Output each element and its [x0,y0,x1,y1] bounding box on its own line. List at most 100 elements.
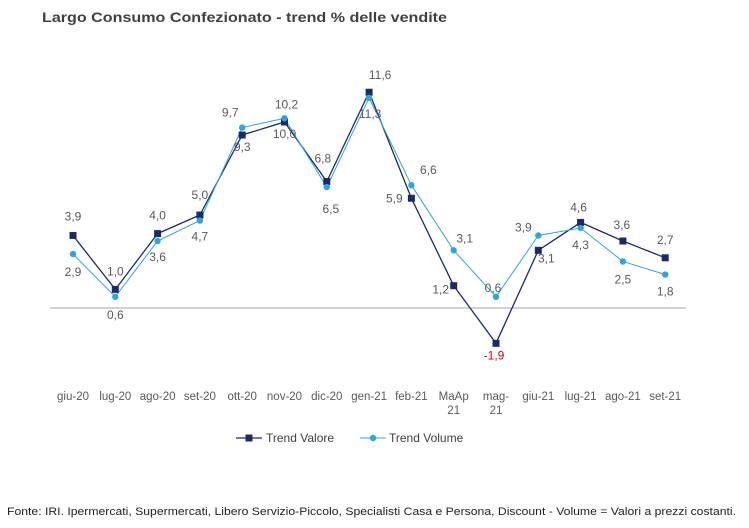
marker-trend-valore-ago-21 [619,237,627,245]
x-tick-label-lug-21: lug-21 [565,391,597,403]
data-label-trend-volume-dic-20: 6,5 [322,202,339,216]
x-tick-label-giu-21: giu-21 [522,391,554,403]
marker-trend-volume-gen-21 [365,94,373,102]
legend-label-trend-volume: Trend Volume [389,431,464,445]
marker-trend-volume-ott-20 [239,124,246,131]
x-tick-label-lug-20: lug-20 [99,391,131,403]
data-label-trend-valore-ago-20: 4,0 [149,209,166,223]
x-tick-label-maap-21: MaAp 21 [439,391,469,417]
data-label-trend-volume-nov-20: 10,2 [275,97,299,111]
x-tick-label-line: mag- [483,391,509,403]
marker-trend-valore-lug-21 [577,218,585,226]
x-tick-label-giu-20: giu-20 [57,391,89,403]
marker-trend-volume-lug-21 [577,224,584,232]
data-label-trend-volume-mag-21: 0,6 [485,281,502,295]
marker-trend-valore-lug-20 [111,285,119,293]
legend: Trend Valore Trend Volume [236,431,464,445]
x-tick-label-ago-20: ago-20 [140,391,176,403]
x-tick-label-nov-20: nov-20 [267,391,302,403]
x-tick-label-set-21: set-21 [649,391,681,403]
data-label-trend-volume-giu-21: 3,9 [515,220,532,234]
marker-trend-valore-maap-21 [450,282,458,290]
chart-title: Largo Consumo Confezionato - trend % del… [42,9,447,25]
x-tick-label-line: ago-20 [140,391,176,403]
x-tick-label-line: set-20 [184,391,216,403]
marker-trend-valore-ott-20 [238,131,246,139]
marker-trend-valore-feb-21 [407,194,415,202]
series-line-trend-volume [72,97,666,298]
x-tick-label-line: set-21 [649,391,681,403]
marker-trend-volume-giu-21 [535,232,542,239]
marker-trend-valore-giu-20 [69,231,77,239]
legend-item-trend-volume: Trend Volume [360,431,464,445]
x-tick-label-line: lug-21 [565,391,597,403]
x-tick-label-line: giu-20 [57,391,89,403]
marker-trend-volume-nov-20 [281,115,288,122]
x-tick-label-line: dic-20 [311,391,342,403]
data-label-trend-valore-ago-21: 3,6 [614,218,631,232]
marker-trend-volume-set-20 [196,217,204,224]
x-tick-label-dic-20: dic-20 [311,391,342,403]
marker-trend-volume-giu-20 [69,250,77,258]
data-label-trend-valore-feb-21: 5,9 [386,191,403,205]
marker-trend-valore-giu-21 [534,246,542,254]
data-label-trend-volume-lug-20: 0,6 [107,308,124,322]
marker-trend-valore-set-20 [196,211,204,219]
marker-trend-volume-maap-21 [450,247,457,254]
x-tick-label-mag-21: mag- 21 [483,391,509,417]
data-label-trend-volume-lug-21: 4,3 [572,238,589,252]
legend-marker-trend-valore [245,434,253,442]
marker-trend-volume-feb-21 [408,182,415,189]
x-tick-label-line: giu-21 [522,391,554,403]
marker-trend-volume-ago-21 [619,258,627,265]
x-tick-label-line: ott-20 [227,391,256,403]
x-tick-label-line: MaAp [439,391,469,403]
x-tick-label-gen-21: gen-21 [351,391,387,403]
marker-trend-valore-nov-20 [281,118,288,126]
data-label-trend-valore-nov-20: 10,0 [273,127,297,141]
x-tick-label-ago-21: ago-21 [605,391,641,403]
marker-trend-volume-mag-21 [492,293,500,301]
data-label-trend-valore-mag-21: -1,9 [484,348,505,362]
x-tick-label-line: ago-21 [605,391,641,403]
data-label-trend-volume-gen-21: 11,3 [359,107,382,121]
data-label-trend-valore-dic-20: 6,8 [314,152,331,166]
marker-trend-volume-set-21 [662,271,669,278]
data-label-trend-valore-lug-20: 1,0 [107,264,124,278]
data-label-trend-volume-set-20: 4,7 [192,230,209,244]
data-label-trend-volume-ott-20: 9,7 [222,106,239,120]
marker-trend-volume-ago-20 [154,237,161,245]
x-tick-label-line: 21 [447,405,460,417]
data-label-trend-valore-ott-20: 9,3 [234,140,251,154]
data-label-trend-volume-giu-20: 2,9 [65,265,82,279]
source-note: Fonte: IRI. Ipermercati, Supermercati, L… [7,506,736,518]
data-label-trend-valore-set-21: 2,7 [657,233,674,247]
marker-trend-volume-dic-20 [323,183,330,191]
data-label-trend-volume-set-21: 1,8 [657,285,674,299]
x-tick-label-line: 21 [490,405,503,417]
x-tick-label-set-20: set-20 [184,391,216,403]
plot-area: giu-20 lug-20 ago-20 set-20 ott-20 nov-20 dic-… [50,68,686,417]
data-label-trend-valore-maap-21: 1,2 [432,283,449,297]
marker-trend-valore-mag-21 [492,339,500,347]
data-label-trend-valore-giu-20: 3,9 [65,209,82,223]
legend-label-trend-valore: Trend Valore [266,431,334,445]
data-label-trend-valore-set-20: 5,0 [192,188,209,202]
data-label-trend-valore-giu-21: 3,1 [538,251,555,265]
data-label-trend-volume-ago-20: 3,6 [149,250,166,264]
x-tick-label-line: lug-20 [99,391,131,403]
marker-trend-volume-lug-20 [112,293,119,301]
x-tick-label-feb-21: feb-21 [395,391,428,403]
x-tick-label-ott-20: ott-20 [227,391,256,403]
data-label-trend-volume-feb-21: 6,6 [420,163,437,177]
x-tick-label-line: gen-21 [351,391,387,403]
data-label-trend-volume-maap-21: 3,1 [456,231,473,245]
legend-marker-trend-volume [369,434,377,442]
legend-item-trend-valore: Trend Valore [236,431,334,445]
data-label-trend-volume-ago-21: 2,5 [615,273,632,287]
marker-trend-valore-dic-20 [323,178,331,186]
x-tick-label-line: feb-21 [395,391,428,403]
marker-trend-valore-ago-20 [154,230,162,238]
data-label-trend-valore-lug-21: 4,6 [570,200,587,214]
